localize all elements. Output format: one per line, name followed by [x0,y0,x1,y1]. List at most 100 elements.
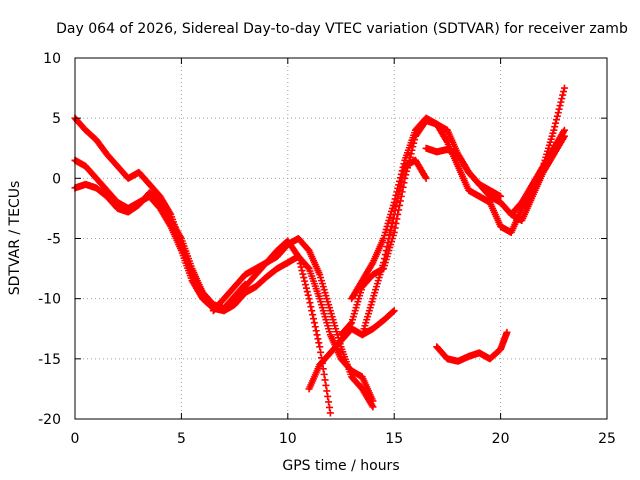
y-axis-label: SDTVAR / TECUs [7,181,23,296]
data-point [383,243,391,251]
data-point [560,132,568,140]
data-point [316,343,324,351]
series-s12 [507,132,568,224]
x-axis-label: GPS time / hours [282,458,399,474]
data-point [369,403,377,411]
data-point [317,348,325,356]
y-axis-ticks: -20 -15 -10 -5 0 5 10 [38,51,607,428]
data-point [388,218,396,226]
data-point [308,307,316,315]
data-point [552,116,560,124]
data-point [321,376,329,384]
data-point [304,291,312,299]
data-point [399,170,407,178]
data-point [369,397,377,405]
data-point [555,105,563,113]
data-point [556,102,564,110]
data-point [303,288,311,296]
y-tick-label: 5 [52,111,61,127]
data-point [391,206,399,214]
y-tick-label: -5 [47,232,61,248]
data-point [314,335,322,343]
data-point [503,328,511,336]
data-point [397,178,405,186]
data-point [497,192,505,200]
data-point [325,398,333,406]
data-point [396,186,404,194]
series-s9 [358,156,430,339]
data-point [395,190,403,198]
data-point [380,255,388,263]
data-point [320,370,328,378]
data-point [558,95,566,103]
data-point [322,381,330,389]
data-point [559,91,567,99]
data-point [394,194,402,202]
data-point [560,128,568,136]
data-point [380,259,388,267]
data-point [301,277,309,285]
data-point [347,320,355,328]
data-point [368,401,376,409]
data-point [309,311,317,319]
x-axis-ticks: 0 5 10 15 20 25 [71,58,616,447]
series-s5 [220,253,377,405]
data-point [560,84,568,92]
data-point [393,198,401,206]
data-point [310,315,318,323]
x-tick-label: 5 [177,431,186,447]
x-tick-label: 25 [598,431,616,447]
data-point [550,126,558,134]
data-point [552,119,560,127]
data-point [390,307,398,315]
data-point [177,233,185,241]
data-point [560,134,568,142]
data-point [368,260,376,268]
chart-title: Day 064 of 2026, Sidereal Day-to-day VTE… [56,21,628,37]
data-point [390,210,398,218]
data-point [391,224,399,232]
data-point [560,88,568,96]
data-point [560,126,568,134]
data-point [551,123,559,131]
data-point [305,295,313,303]
x-tick-label: 20 [492,431,510,447]
y-tick-label: 10 [43,51,61,67]
data-point [323,387,331,395]
series-s11 [433,328,511,365]
data-point [300,274,308,282]
data-point [387,226,395,234]
data-point [384,239,392,247]
data-point [299,270,307,278]
x-tick-label: 0 [71,431,80,447]
data-points [71,84,568,417]
data-point [388,222,396,230]
data-point [302,281,310,289]
data-point [313,331,321,339]
data-point [324,392,332,400]
data-point [381,251,389,259]
data-point [312,327,320,335]
data-point [382,247,390,255]
data-point [390,228,398,236]
data-point [302,284,310,292]
x-tick-label: 15 [385,431,403,447]
data-point [326,409,334,417]
data-point [392,219,400,227]
data-point [554,109,562,117]
data-point [311,323,319,331]
data-point [307,303,315,311]
y-tick-label: -10 [38,292,61,308]
y-tick-label: -20 [38,412,61,428]
data-point [553,112,561,120]
data-point [306,299,314,307]
x-tick-label: 10 [279,431,297,447]
data-point [389,308,397,316]
data-point [392,202,400,210]
series-s4 [209,235,377,411]
data-point [422,174,430,182]
data-point [421,173,429,181]
data-point [389,214,397,222]
